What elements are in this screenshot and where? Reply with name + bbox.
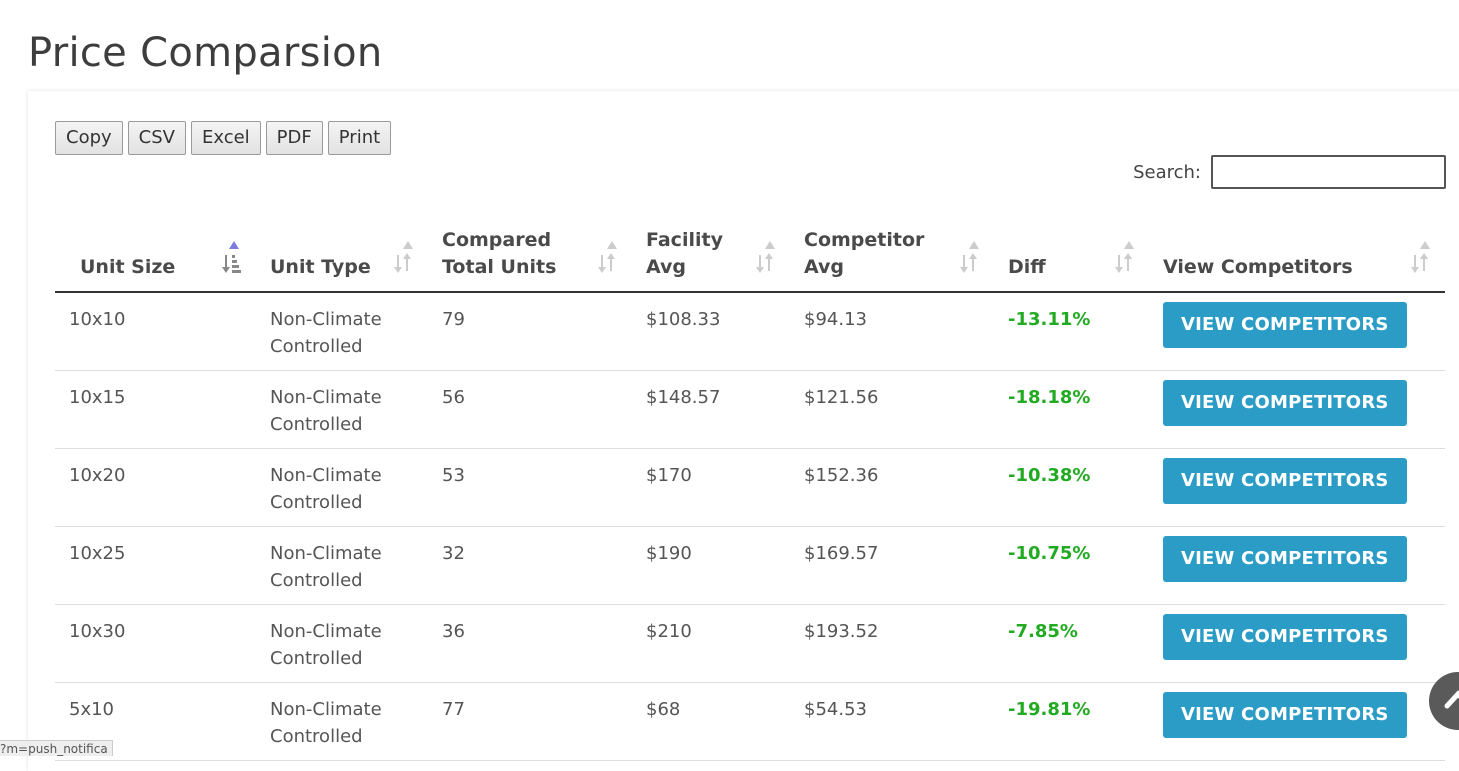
cell-diff: -10.38% [994,448,1149,527]
cell-action: VIEW COMPETITORS [1149,448,1445,527]
pdf-button[interactable]: PDF [265,121,323,155]
page-title: Price Comparsion [28,30,383,76]
column-header-compared-total-units[interactable]: Compared Total Units [428,218,632,293]
cell-diff: -18.18% [994,370,1149,449]
cell-facility-avg: $148.57 [632,370,790,449]
cell-unit-size: 10x10 [55,292,256,371]
cell-action: VIEW COMPETITORS [1149,604,1445,683]
cell-facility-avg: $68 [632,682,790,761]
cell-unit-size: 10x15 [55,370,256,449]
search-box: Search: [1133,155,1446,189]
column-header-competitor-avg[interactable]: Competitor Avg [790,218,994,293]
table-row: 10x25 Non-Climate Controlled 32 $190 $16… [55,526,1445,605]
view-competitors-button[interactable]: VIEW COMPETITORS [1163,536,1407,582]
cell-compared-units: 56 [428,370,632,449]
column-header-view-competitors[interactable]: View Competitors [1149,218,1445,293]
sort-both-icon [960,241,979,273]
sort-both-icon [598,241,617,273]
column-label: Competitor Avg [804,229,925,278]
sort-both-icon [394,241,413,273]
column-label: Facility Avg [646,229,723,278]
column-label: View Competitors [1163,256,1353,278]
sort-both-icon [756,241,775,273]
cell-unit-type: Non-Climate Controlled [256,682,428,761]
cell-unit-type: Non-Climate Controlled [256,604,428,683]
view-competitors-button[interactable]: VIEW COMPETITORS [1163,380,1407,426]
search-label: Search: [1133,161,1201,183]
column-header-unit-type[interactable]: Unit Type [256,218,428,293]
cell-competitor-avg: $193.52 [790,604,994,683]
table-row: 5x10 Non-Climate Controlled 77 $68 $54.5… [55,682,1445,761]
cell-facility-avg: $190 [632,526,790,605]
cell-compared-units: 36 [428,604,632,683]
chevron-up-icon [1444,690,1459,709]
cell-compared-units: 32 [428,526,632,605]
view-competitors-button[interactable]: VIEW COMPETITORS [1163,458,1407,504]
cell-action: VIEW COMPETITORS [1149,682,1445,761]
cell-unit-size: 10x25 [55,526,256,605]
cell-facility-avg: $108.33 [632,292,790,371]
cell-competitor-avg: $169.57 [790,526,994,605]
table-row: 10x10 Non-Climate Controlled 79 $108.33 … [55,292,1445,371]
cell-action: VIEW COMPETITORS [1149,370,1445,449]
cell-competitor-avg: $152.36 [790,448,994,527]
column-label: Unit Type [270,256,371,278]
cell-action: VIEW COMPETITORS [1149,292,1445,371]
cell-diff: -13.11% [994,292,1149,371]
table-row: 10x20 Non-Climate Controlled 53 $170 $15… [55,448,1445,527]
print-button[interactable]: Print [327,121,392,155]
copy-button[interactable]: Copy [55,121,123,155]
cell-diff: -7.85% [994,604,1149,683]
column-label: Diff [1008,256,1046,278]
table-row: 10x30 Non-Climate Controlled 36 $210 $19… [55,604,1445,683]
cell-unit-type: Non-Climate Controlled [256,370,428,449]
status-bar-url: ?m=push_notifica [0,740,113,756]
sort-both-icon [1411,241,1430,273]
cell-compared-units: 77 [428,682,632,761]
cell-diff: -19.81% [994,682,1149,761]
cell-action: VIEW COMPETITORS [1149,526,1445,605]
column-label: Compared Total Units [442,229,557,278]
cell-unit-type: Non-Climate Controlled [256,292,428,371]
scroll-to-top-button[interactable] [1429,672,1459,730]
cell-competitor-avg: $121.56 [790,370,994,449]
search-input[interactable] [1211,155,1446,189]
price-comparison-table: Unit Size Unit Type [55,218,1445,761]
table-header-row: Unit Size Unit Type [55,218,1445,293]
cell-compared-units: 53 [428,448,632,527]
column-header-diff[interactable]: Diff [994,218,1149,293]
cell-competitor-avg: $54.53 [790,682,994,761]
sort-ascending-icon [222,241,241,273]
column-label: Unit Size [80,256,176,278]
cell-compared-units: 79 [428,292,632,371]
view-competitors-button[interactable]: VIEW COMPETITORS [1163,302,1407,348]
csv-button[interactable]: CSV [127,121,186,155]
cell-unit-type: Non-Climate Controlled [256,448,428,527]
view-competitors-button[interactable]: VIEW COMPETITORS [1163,614,1407,660]
sort-both-icon [1115,241,1134,273]
excel-button[interactable]: Excel [190,121,261,155]
export-toolbar: Copy CSV Excel PDF Print [55,121,392,155]
cell-facility-avg: $210 [632,604,790,683]
cell-competitor-avg: $94.13 [790,292,994,371]
column-header-facility-avg[interactable]: Facility Avg [632,218,790,293]
column-header-unit-size[interactable]: Unit Size [55,218,256,293]
cell-unit-size: 10x20 [55,448,256,527]
cell-diff: -10.75% [994,526,1149,605]
cell-unit-size: 10x30 [55,604,256,683]
cell-unit-type: Non-Climate Controlled [256,526,428,605]
table-row: 10x15 Non-Climate Controlled 56 $148.57 … [55,370,1445,449]
cell-facility-avg: $170 [632,448,790,527]
view-competitors-button[interactable]: VIEW COMPETITORS [1163,692,1407,738]
